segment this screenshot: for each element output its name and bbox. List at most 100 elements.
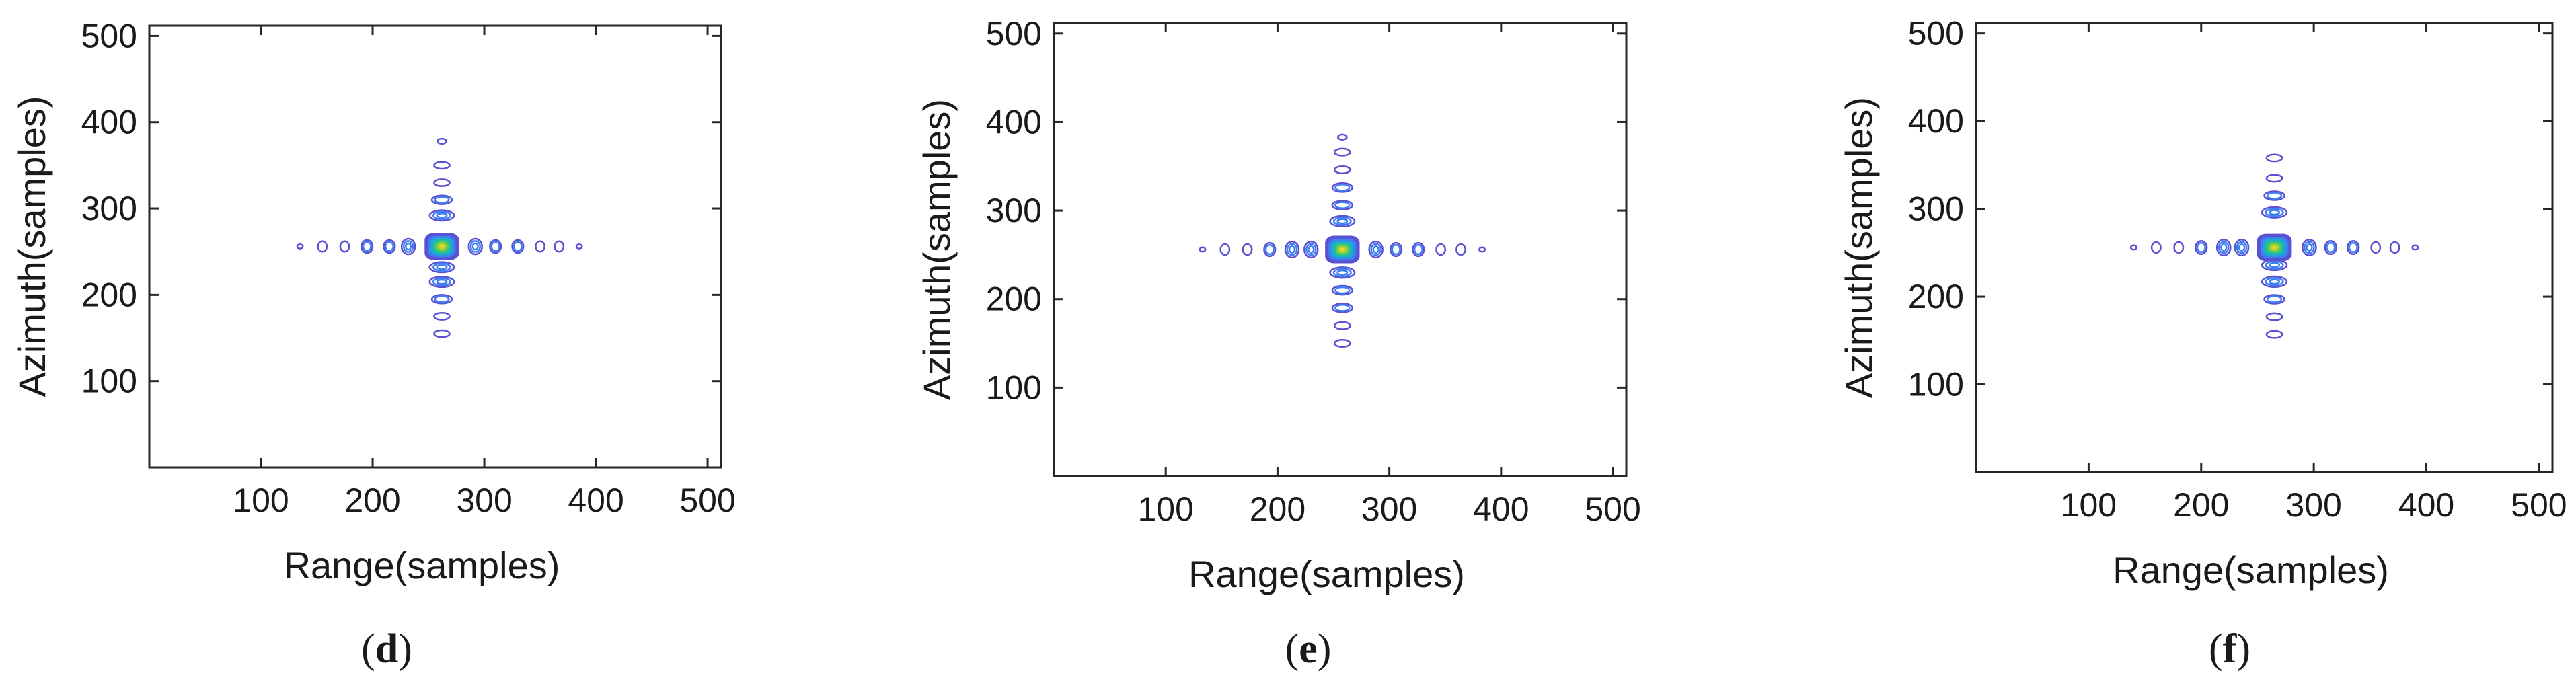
range-sidelobe-contour [1308, 245, 1315, 254]
y-tick-label: 100 [1908, 366, 1964, 404]
azimuth-sidelobe-contour [1336, 269, 1349, 276]
range-sidelobe-contour [384, 241, 394, 252]
y-tick-label: 200 [986, 280, 1042, 318]
y-axis-label: Azimuth(samples) [1838, 97, 1880, 398]
azimuth-sidelobe-contour [2265, 260, 2284, 270]
azimuth-sidelobe-contour [433, 312, 451, 321]
azimuth-sidelobe-contour [433, 178, 451, 187]
azimuth-sidelobe-contour [434, 196, 450, 204]
azimuth-sidelobe-contour [1334, 286, 1351, 295]
panel-caption: (d) [361, 626, 412, 672]
x-tick-label: 400 [568, 482, 623, 519]
range-sidelobe-contour [2347, 239, 2360, 256]
azimuth-sidelobe-contour [1333, 165, 1351, 175]
azimuth-sidelobe-contour [1332, 217, 1352, 226]
range-sidelobe-contour [1455, 243, 1466, 256]
panel-caption: (f) [2209, 626, 2250, 672]
y-axis-label: Azimuth(samples) [11, 95, 53, 397]
range-sidelobe-contour [1199, 246, 1207, 253]
range-sidelobe-contour [575, 243, 583, 250]
azimuth-sidelobe-contour [2265, 153, 2283, 163]
range-sidelobe-contour [2304, 241, 2315, 254]
x-tick-label: 100 [1137, 490, 1193, 528]
range-sidelobe-contour [1478, 246, 1486, 253]
x-tick-label: 300 [1361, 490, 1417, 528]
range-sidelobe-contour [2215, 239, 2232, 256]
azimuth-sidelobe-contour [2261, 206, 2288, 219]
y-tick-label: 300 [986, 192, 1042, 229]
azimuth-sidelobe-contour [2268, 209, 2281, 216]
azimuth-sidelobe-contour [2261, 275, 2288, 288]
azimuth-sidelobe-contour [1334, 201, 1351, 210]
azimuth-sidelobe-contour [428, 209, 455, 222]
y-tick-label: 100 [81, 362, 137, 400]
caption-open-paren: ( [2209, 626, 2223, 672]
main-lobe-contour [1339, 247, 1346, 252]
range-sidelobe-contour [2326, 241, 2336, 254]
range-sidelobe-contour [296, 243, 304, 250]
x-axis-label: Range(samples) [1188, 553, 1465, 595]
azimuth-sidelobe-contour [2265, 174, 2283, 183]
range-sidelobe-contour [471, 242, 479, 251]
range-sidelobe-contour [1264, 243, 1275, 256]
azimuth-sidelobe-contour [2266, 192, 2283, 200]
main-lobe-contour [2271, 245, 2277, 250]
range-sidelobe-contour [404, 242, 412, 251]
caption-letter: d [375, 626, 398, 672]
panel-f: 100 200 300 400 500 100 200 300 400 500 Range(samp… [1838, 15, 2567, 672]
x-axis-label: Range(samples) [2113, 549, 2389, 591]
range-sidelobe-contour [1412, 241, 1425, 258]
range-sidelobe-contour [1390, 241, 1403, 258]
azimuth-sidelobe-contour [1331, 303, 1354, 313]
range-sidelobe-contour [2150, 241, 2162, 254]
azimuth-sidelobe-contour [428, 276, 455, 289]
azimuth-sidelobe-contour [433, 329, 451, 338]
azimuth-sidelobe-contour [1334, 304, 1351, 312]
azimuth-sidelobe-contour [436, 278, 448, 285]
range-sidelobe-contour [2324, 239, 2337, 256]
range-sidelobe-contour [362, 241, 372, 252]
x-tick-label: 300 [2285, 486, 2341, 524]
range-sidelobe-contour [339, 240, 350, 253]
azimuth-sidelobe-contour [1336, 133, 1348, 141]
azimuth-sidelobe-contour [2265, 208, 2284, 217]
range-sidelobe-contour [2196, 241, 2206, 254]
azimuth-sidelobe-contour [432, 262, 451, 272]
azimuth-sidelobe-contour [2263, 190, 2285, 201]
range-sidelobe-contour [490, 241, 500, 252]
range-sidelobe-contour [1368, 240, 1384, 259]
range-sidelobe-contour [402, 240, 414, 253]
x-tick-label: 400 [1473, 490, 1529, 528]
azimuth-sidelobe-contour [1329, 215, 1356, 228]
range-sidelobe-contour [2234, 239, 2250, 256]
azimuth-sidelobe-contour [430, 194, 453, 205]
azimuth-sidelobe-contour [436, 264, 448, 270]
x-tick-label: 200 [344, 482, 400, 519]
range-sidelobe-contour [2348, 241, 2358, 254]
azimuth-sidelobe-contour [430, 294, 453, 305]
y-tick-label: 400 [81, 104, 137, 141]
caption-open-paren: ( [361, 626, 375, 672]
range-sidelobe-contour [1263, 241, 1277, 258]
azimuth-sidelobe-contour [1332, 268, 1352, 278]
azimuth-sidelobe-contour [2266, 295, 2283, 303]
x-tick-label: 300 [456, 482, 512, 519]
azimuth-sidelobe-contour [1333, 339, 1351, 348]
azimuth-sidelobe-contour [1331, 200, 1354, 211]
range-sidelobe-contour [2302, 239, 2317, 256]
azimuth-sidelobe-contour [2268, 262, 2281, 268]
range-sidelobe-contour [1303, 240, 1319, 259]
range-sidelobe-contour [1305, 243, 1317, 256]
range-sidelobe-contour [2411, 244, 2419, 251]
azimuth-sidelobe-contour [2263, 294, 2285, 305]
y-tick-label: 500 [1908, 15, 1964, 52]
y-tick-label: 100 [986, 369, 1042, 406]
x-tick-label: 400 [2398, 486, 2454, 524]
caption-letter: e [1299, 626, 1318, 672]
x-tick-label: 500 [2511, 486, 2567, 524]
range-sidelobe-contour [489, 239, 502, 254]
y-tick-label: 200 [1908, 278, 1964, 315]
range-sidelobe-contour [2236, 241, 2248, 254]
azimuth-sidelobe-contour [1333, 147, 1351, 157]
main-lobe-contour [439, 244, 445, 249]
